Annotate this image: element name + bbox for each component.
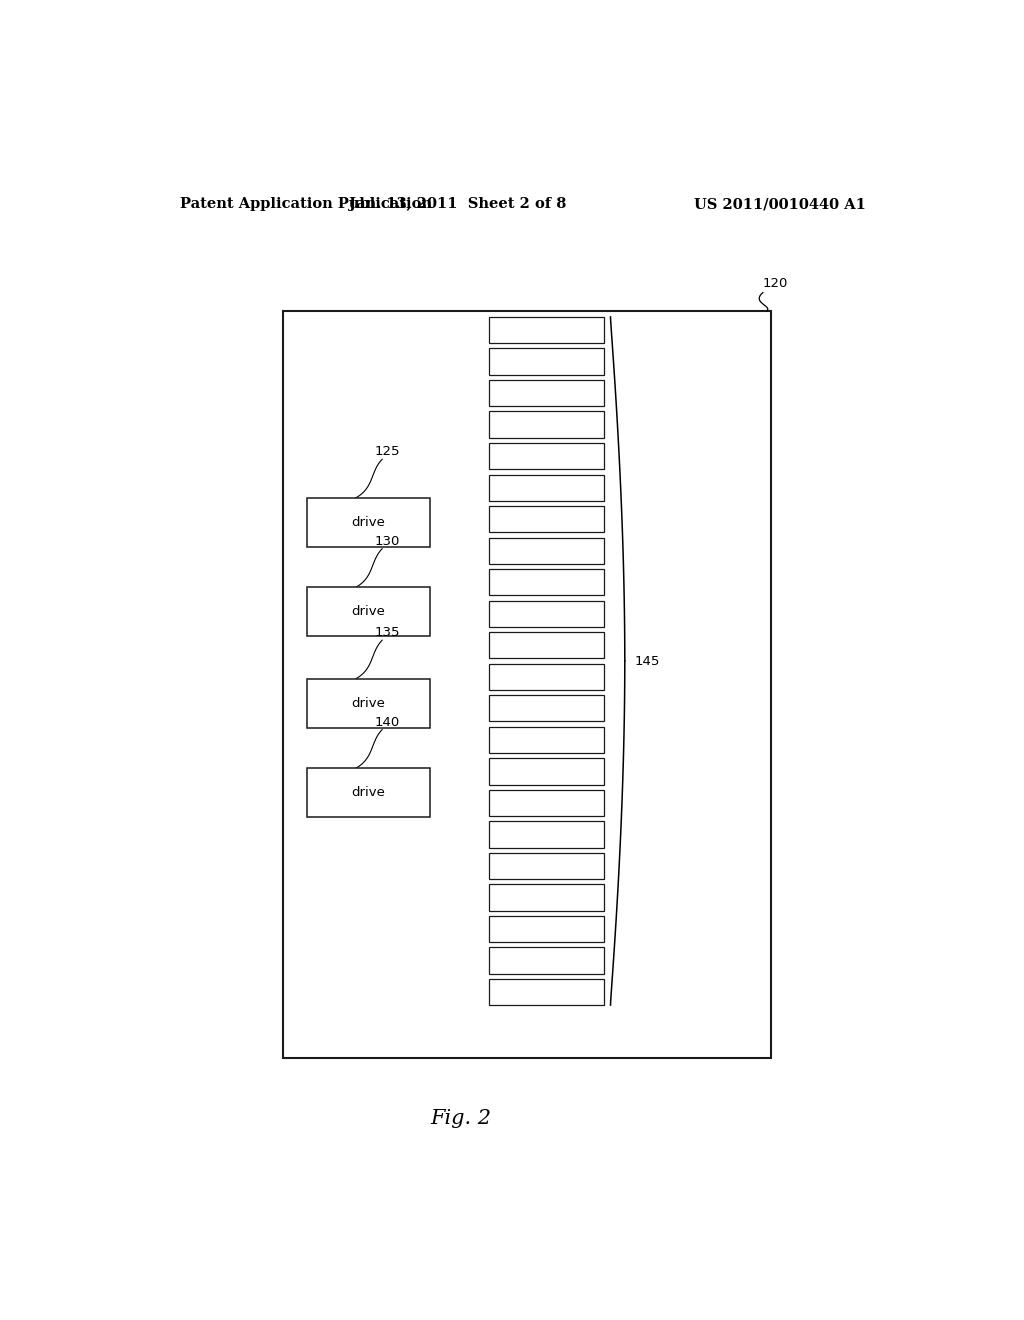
Text: Jan. 13, 2011  Sheet 2 of 8: Jan. 13, 2011 Sheet 2 of 8 <box>348 197 566 211</box>
Bar <box>489 444 604 470</box>
Bar <box>489 758 604 784</box>
Bar <box>489 916 604 942</box>
Text: drive: drive <box>351 605 385 618</box>
Bar <box>306 678 430 727</box>
Text: 140: 140 <box>374 715 399 729</box>
Bar <box>489 380 604 407</box>
Bar <box>489 632 604 659</box>
Bar <box>489 537 604 564</box>
Bar <box>489 978 604 1005</box>
Bar <box>306 768 430 817</box>
Bar <box>489 317 604 343</box>
Bar <box>283 312 771 1057</box>
Bar <box>306 587 430 636</box>
Text: drive: drive <box>351 516 385 529</box>
Text: 125: 125 <box>374 445 399 458</box>
Bar <box>489 789 604 816</box>
Bar <box>489 726 604 752</box>
Bar <box>489 506 604 532</box>
Bar <box>489 884 604 911</box>
Text: Patent Application Publication: Patent Application Publication <box>179 197 431 211</box>
Bar <box>489 348 604 375</box>
Text: drive: drive <box>351 697 385 710</box>
Bar <box>489 412 604 438</box>
Text: drive: drive <box>351 787 385 799</box>
Text: Fig. 2: Fig. 2 <box>431 1109 492 1129</box>
Text: 145: 145 <box>634 655 659 668</box>
Bar <box>489 853 604 879</box>
Text: 120: 120 <box>763 276 788 289</box>
Bar <box>489 664 604 690</box>
Bar <box>489 601 604 627</box>
Bar <box>489 569 604 595</box>
Text: 130: 130 <box>374 535 399 548</box>
Text: US 2011/0010440 A1: US 2011/0010440 A1 <box>694 197 866 211</box>
Text: 135: 135 <box>374 626 399 639</box>
Bar <box>489 696 604 722</box>
Bar <box>489 948 604 974</box>
Bar <box>489 474 604 500</box>
Bar <box>306 498 430 546</box>
Bar <box>489 821 604 847</box>
